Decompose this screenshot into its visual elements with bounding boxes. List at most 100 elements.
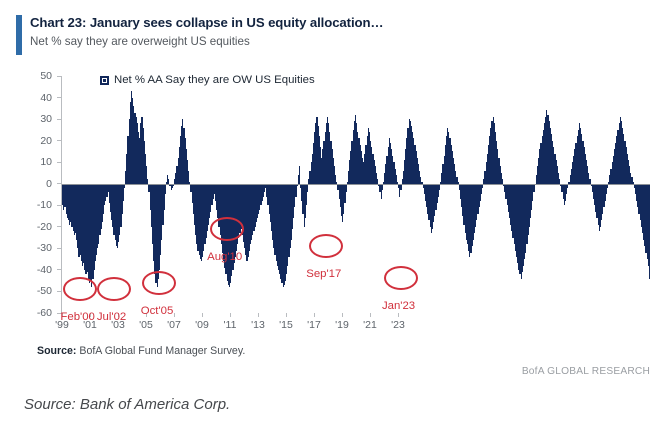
bar [191, 183, 193, 204]
bar [294, 183, 296, 208]
bar [571, 162, 574, 184]
bar [609, 175, 611, 184]
bar [615, 142, 617, 184]
plot-area: Net % AA Say they are OW US Equities 50 4… [0, 60, 672, 335]
bar [464, 183, 466, 234]
bar [493, 123, 495, 184]
bar [140, 123, 142, 184]
bar [473, 183, 476, 234]
bar [340, 183, 343, 217]
bar [556, 166, 558, 184]
bar [314, 132, 316, 184]
bar [536, 166, 539, 184]
x-axis-tickmark [398, 313, 399, 317]
bar [319, 147, 322, 184]
bar [171, 183, 173, 189]
bar [547, 114, 549, 184]
bar [247, 183, 249, 257]
bar [539, 149, 541, 184]
bar [132, 97, 134, 184]
x-axis-tickmark [258, 313, 259, 317]
bar [151, 183, 154, 245]
x-axis-tick-label: '23 [391, 319, 405, 331]
bar [508, 183, 511, 219]
bar [597, 183, 599, 225]
bar [318, 136, 320, 184]
bar [379, 183, 381, 193]
bar [595, 183, 597, 212]
y-axis-tick-label: 0 [46, 177, 52, 190]
bar [380, 183, 382, 199]
bar [309, 170, 311, 184]
bar [625, 147, 627, 184]
bar [618, 123, 620, 184]
bar [254, 183, 256, 227]
bar [421, 181, 423, 184]
x-axis-tickmark [146, 313, 147, 317]
bar [433, 183, 435, 223]
bar [553, 147, 555, 184]
bar [161, 183, 163, 240]
bar [92, 183, 94, 279]
bar [339, 183, 341, 208]
bar [377, 179, 379, 184]
bar [260, 183, 262, 206]
bar [549, 127, 551, 184]
bar [73, 183, 75, 236]
bar [562, 183, 564, 199]
bar [373, 160, 375, 184]
bar [284, 183, 287, 281]
bar [118, 183, 120, 242]
bar [84, 183, 86, 270]
bar [602, 183, 604, 214]
y-axis-tick-label: 20 [40, 134, 52, 147]
bar [197, 183, 199, 251]
bar [322, 149, 324, 184]
bar [610, 168, 612, 184]
bar [168, 179, 170, 184]
bar [263, 183, 266, 193]
bar [104, 183, 106, 206]
bar [101, 183, 103, 223]
bar [186, 160, 189, 184]
bar [172, 183, 175, 186]
bar [357, 132, 359, 184]
bar [458, 183, 460, 191]
annotation-label: Aug'10 [207, 250, 243, 263]
bar [196, 183, 198, 245]
bar [580, 127, 582, 184]
bar [183, 127, 185, 184]
x-axis-tick-label: '03 [111, 319, 125, 331]
bar [632, 181, 634, 184]
x-axis-tickmark [342, 313, 343, 317]
bar [83, 183, 85, 264]
bar [188, 170, 190, 184]
bar [178, 147, 180, 184]
annotation-ellipse [308, 234, 343, 259]
bar [412, 132, 414, 184]
y-axis-tickmark [57, 140, 62, 142]
bar [371, 147, 373, 184]
bar [280, 183, 282, 279]
bar [170, 183, 172, 191]
bar [550, 134, 553, 184]
bar [459, 183, 462, 199]
bar [634, 183, 637, 195]
y-axis-tick-label: 50 [40, 70, 52, 82]
bar [573, 155, 575, 184]
bar [507, 183, 509, 212]
bar [209, 183, 211, 219]
bar [451, 151, 453, 184]
bar [111, 183, 113, 221]
bar [251, 183, 253, 240]
bar [275, 183, 277, 262]
bar [293, 183, 295, 219]
bar [217, 183, 219, 219]
bar [525, 183, 527, 253]
bar [396, 181, 399, 184]
bar [119, 183, 121, 236]
bar [587, 166, 589, 184]
x-axis-tick-label: '21 [363, 319, 377, 331]
bar [409, 121, 411, 184]
